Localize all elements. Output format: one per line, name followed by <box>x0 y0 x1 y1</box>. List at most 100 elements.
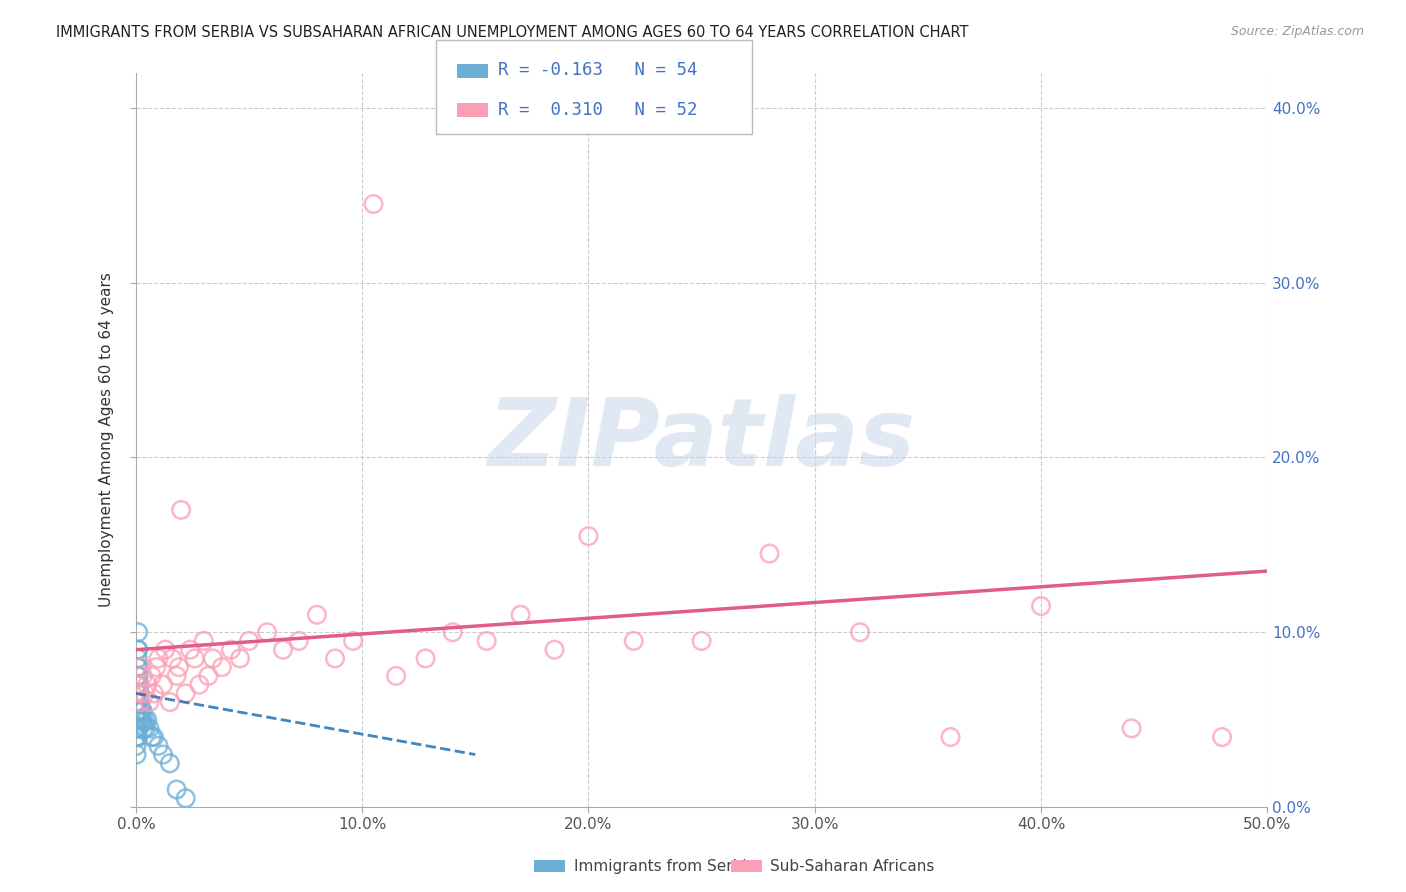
Text: ZIPatlas: ZIPatlas <box>488 394 915 486</box>
Text: Source: ZipAtlas.com: Source: ZipAtlas.com <box>1230 25 1364 38</box>
Point <box>131 669 153 683</box>
Point <box>143 686 166 700</box>
Point <box>135 722 157 736</box>
Text: Sub-Saharan Africans: Sub-Saharan Africans <box>770 859 935 873</box>
Point <box>127 642 149 657</box>
Point <box>125 678 148 692</box>
Point <box>131 660 153 674</box>
Point <box>127 669 149 683</box>
Point <box>415 651 437 665</box>
Point <box>160 651 183 665</box>
Point <box>441 625 464 640</box>
Point <box>159 756 181 771</box>
Point <box>174 686 197 700</box>
Point <box>128 695 150 709</box>
Point <box>138 695 160 709</box>
Point <box>143 730 166 744</box>
Text: Immigrants from Serbia: Immigrants from Serbia <box>574 859 755 873</box>
Point <box>131 704 153 718</box>
Point <box>166 669 188 683</box>
Point <box>288 634 311 648</box>
Point <box>623 634 645 648</box>
Point <box>152 747 174 762</box>
Point <box>211 660 233 674</box>
Point <box>125 739 148 753</box>
Point <box>323 651 346 665</box>
Point <box>128 686 150 700</box>
Text: R =  0.310   N = 52: R = 0.310 N = 52 <box>498 101 697 119</box>
Point <box>127 695 149 709</box>
Point <box>475 634 498 648</box>
Point <box>939 730 962 744</box>
Point <box>127 625 149 640</box>
Point <box>125 695 148 709</box>
Point <box>131 713 153 727</box>
Point <box>125 722 148 736</box>
Point <box>128 686 150 700</box>
Point <box>128 704 150 718</box>
Point <box>136 713 159 727</box>
Point <box>132 722 155 736</box>
Point <box>125 747 148 762</box>
Point <box>136 678 159 692</box>
Point <box>127 651 149 665</box>
Point <box>145 660 167 674</box>
Point <box>127 730 149 744</box>
Point <box>229 651 252 665</box>
Point <box>134 713 156 727</box>
Point <box>271 642 294 657</box>
Point <box>256 625 278 640</box>
Point <box>758 547 780 561</box>
Point <box>174 791 197 805</box>
Point <box>125 730 148 744</box>
Point <box>138 722 160 736</box>
Point <box>305 607 328 622</box>
Point <box>849 625 872 640</box>
Point <box>127 686 149 700</box>
Point <box>125 704 148 718</box>
Point <box>125 722 148 736</box>
Point <box>141 730 163 744</box>
Point <box>127 642 149 657</box>
Point <box>134 686 156 700</box>
Point <box>129 713 152 727</box>
Point <box>131 713 153 727</box>
Point <box>127 713 149 727</box>
Point <box>183 651 205 665</box>
Point <box>129 695 152 709</box>
Point <box>127 695 149 709</box>
Point <box>543 642 565 657</box>
Y-axis label: Unemployment Among Ages 60 to 64 years: Unemployment Among Ages 60 to 64 years <box>100 273 114 607</box>
Point <box>578 529 600 543</box>
Point <box>127 660 149 674</box>
Point <box>342 634 364 648</box>
Point <box>197 669 219 683</box>
Point <box>125 730 148 744</box>
Point <box>188 678 211 692</box>
Point <box>238 634 260 648</box>
Point <box>128 678 150 692</box>
Point <box>141 669 163 683</box>
Point <box>1211 730 1233 744</box>
Point <box>179 642 201 657</box>
Point <box>127 678 149 692</box>
Point <box>363 197 385 211</box>
Point <box>690 634 713 648</box>
Point <box>127 713 149 727</box>
Point <box>128 669 150 683</box>
Point <box>127 678 149 692</box>
Point <box>125 695 148 709</box>
Point <box>128 704 150 718</box>
Point <box>155 642 177 657</box>
Point <box>129 686 152 700</box>
Point <box>152 678 174 692</box>
Point <box>127 678 149 692</box>
Point <box>148 651 170 665</box>
Point <box>167 660 190 674</box>
Point <box>125 713 148 727</box>
Point <box>385 669 408 683</box>
Point <box>125 704 148 718</box>
Point <box>201 651 224 665</box>
Point <box>129 695 152 709</box>
Point <box>193 634 215 648</box>
